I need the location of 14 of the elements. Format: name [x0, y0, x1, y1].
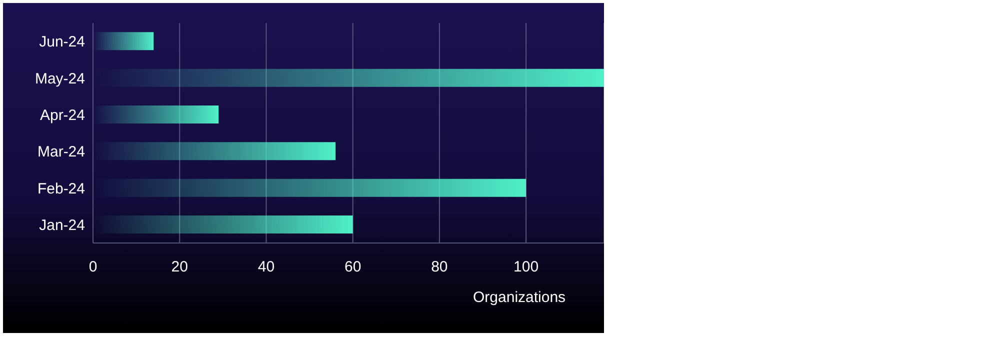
x-axis-title: Organizations — [473, 289, 566, 306]
y-tick-label: May-24 — [34, 70, 85, 88]
y-tick-label: Apr-24 — [40, 106, 85, 124]
x-tick-label: 0 — [88, 258, 98, 276]
y-tick-label: Jun-24 — [39, 34, 85, 51]
y-tick-label: Mar-24 — [37, 144, 85, 161]
bar — [93, 32, 154, 50]
y-tick-label: Feb-24 — [37, 180, 85, 198]
y-tick-label: Jan-24 — [39, 216, 85, 234]
x-tick-label: 100 — [514, 258, 539, 276]
x-tick-label: 80 — [431, 258, 448, 276]
x-tick-label: 40 — [258, 258, 275, 276]
x-tick-label: 20 — [171, 258, 188, 276]
x-tick-label: 60 — [344, 258, 362, 276]
